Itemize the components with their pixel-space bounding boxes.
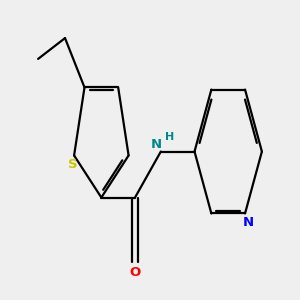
Text: O: O	[129, 266, 141, 279]
Text: H: H	[165, 132, 174, 142]
Text: N: N	[151, 138, 162, 151]
Text: S: S	[68, 158, 77, 171]
Text: N: N	[242, 216, 253, 229]
